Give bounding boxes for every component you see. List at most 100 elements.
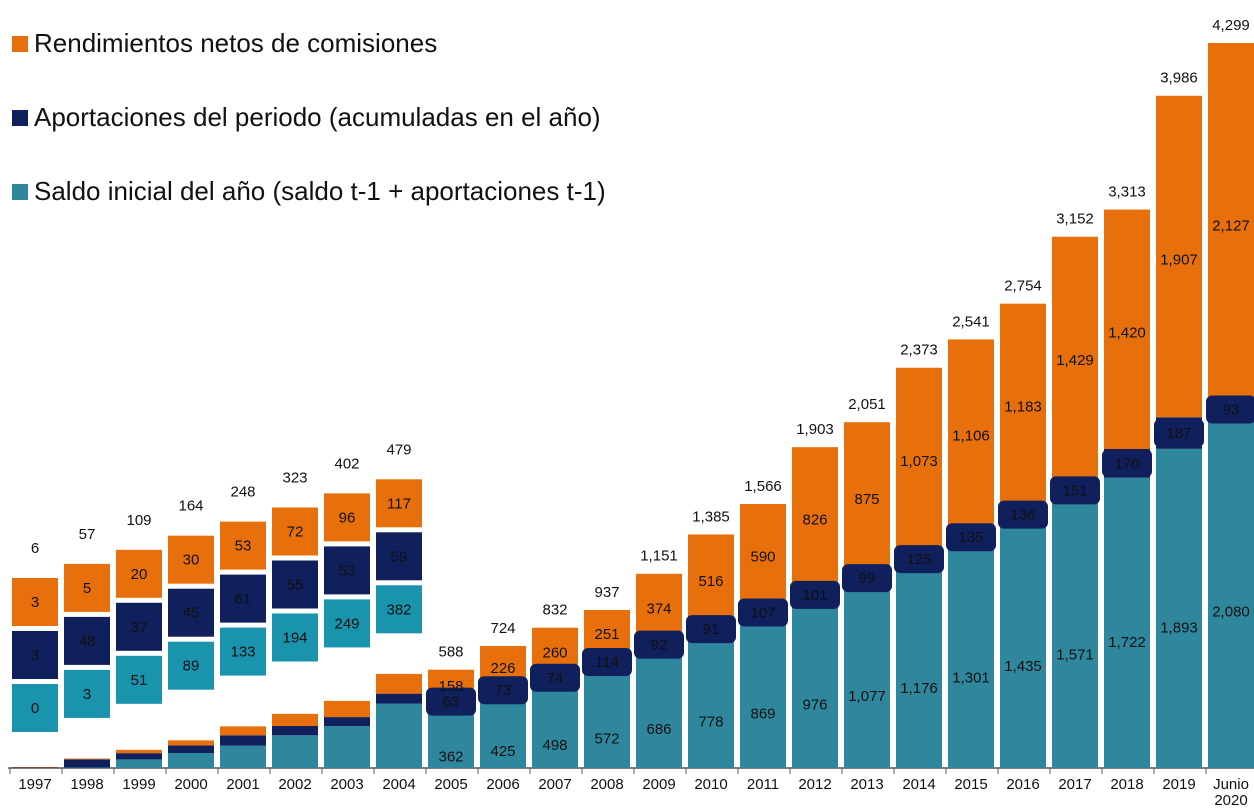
callout-box (12, 684, 58, 732)
bar-segment (220, 735, 266, 746)
bar-segment (64, 767, 110, 768)
total-label: 2,541 (952, 313, 990, 330)
total-label: 832 (542, 602, 567, 619)
value-label: 1,106 (952, 428, 990, 445)
label-pill (582, 647, 632, 676)
callout-box (168, 588, 214, 637)
value-label: 590 (750, 549, 775, 566)
bar-segment (948, 339, 994, 526)
value-label: 249 (334, 615, 359, 632)
callout-box (64, 669, 110, 718)
bar-segment (168, 740, 214, 746)
total-label: 3,313 (1108, 184, 1146, 201)
total-label: 2,051 (848, 396, 886, 413)
value-label: 72 (287, 523, 304, 540)
legend-swatch (12, 110, 28, 126)
value-label: 869 (750, 706, 775, 723)
x-tick-label: 2017 (1058, 776, 1091, 793)
bar-segment (12, 766, 58, 768)
total-label: 2,754 (1004, 278, 1042, 295)
value-label: 59 (391, 548, 408, 565)
value-label: 48 (79, 633, 96, 650)
bar-segment (636, 652, 682, 768)
bar-segment (1208, 43, 1254, 402)
label-pill (790, 580, 840, 609)
label-pill (998, 500, 1048, 529)
value-label: 51 (131, 672, 148, 689)
total-label: 164 (178, 498, 203, 515)
total-label: 479 (386, 441, 411, 458)
callout-box (12, 631, 58, 679)
bar-segment (896, 367, 942, 549)
bar-segment (376, 693, 422, 704)
total-label: 323 (282, 469, 307, 486)
x-tick-label: 2015 (954, 776, 987, 793)
value-label: 1,571 (1056, 647, 1094, 664)
legend-label: Saldo inicial del año (saldo t-1 + aport… (34, 176, 606, 206)
x-tick-label: 2000 (174, 776, 207, 793)
bar-segment (636, 573, 682, 637)
bar-segment (168, 745, 214, 753)
value-label: 3 (83, 686, 91, 703)
value-label: 74 (547, 670, 564, 687)
value-label: 91 (703, 621, 720, 638)
value-label: 45 (183, 605, 200, 622)
bar-segment (116, 759, 162, 768)
bar-segment (480, 696, 526, 768)
x-tick-label: 2012 (798, 776, 831, 793)
value-label: 1,073 (900, 453, 938, 470)
x-tick-label: 2008 (590, 776, 623, 793)
bar-segment (740, 503, 786, 604)
label-pill (894, 545, 944, 574)
total-label: 4,299 (1212, 17, 1250, 34)
value-label: 135 (958, 529, 983, 546)
value-label: 425 (490, 743, 515, 760)
value-label: 101 (802, 587, 827, 604)
bar-segment (844, 422, 890, 570)
value-label: 73 (495, 682, 512, 699)
bar-segment (272, 713, 318, 727)
label-pill (1206, 395, 1254, 424)
callout-box (376, 479, 422, 528)
bar-segment (1104, 477, 1150, 768)
total-label: 1,385 (692, 508, 730, 525)
bar-segment (220, 726, 266, 736)
value-label: 151 (1062, 482, 1087, 499)
x-tick-label: 2011 (747, 776, 779, 793)
bar-segment (584, 610, 630, 653)
value-label: 1,420 (1108, 324, 1146, 341)
total-label: 57 (79, 526, 96, 543)
bar-segment (1156, 95, 1202, 418)
value-label: 1,176 (900, 680, 938, 697)
x-tick-label: 2004 (382, 776, 415, 793)
value-label: 226 (490, 660, 515, 677)
x-tick-label: 1997 (18, 776, 51, 793)
bar-segment (948, 548, 994, 768)
bar-segment (116, 753, 162, 760)
x-tick-label: 2005 (434, 776, 467, 793)
bar-segment (792, 603, 838, 768)
value-label: 20 (131, 566, 148, 583)
bar-segment (1104, 209, 1150, 449)
bar-segment (272, 735, 318, 768)
legend-label: Aportaciones del periodo (acumuladas en … (34, 102, 601, 132)
value-label: 1,183 (1004, 398, 1042, 415)
total-label: 3,986 (1160, 70, 1198, 87)
label-pill (842, 564, 892, 593)
x-tick-label: 2002 (278, 776, 311, 793)
bar-segment (64, 758, 110, 760)
callout-box (116, 549, 162, 598)
value-label: 133 (230, 644, 255, 661)
callout-box (272, 613, 318, 662)
label-pill (1154, 419, 1204, 448)
bar-segment (12, 767, 58, 768)
value-label: 875 (854, 491, 879, 508)
value-label: 30 (183, 552, 200, 569)
value-label: 158 (438, 678, 463, 695)
bar-segment (688, 534, 734, 622)
value-label: 96 (339, 509, 356, 526)
callout-box (116, 602, 162, 651)
value-label: 3 (31, 647, 39, 664)
x-tick-label: 2001 (226, 776, 259, 793)
